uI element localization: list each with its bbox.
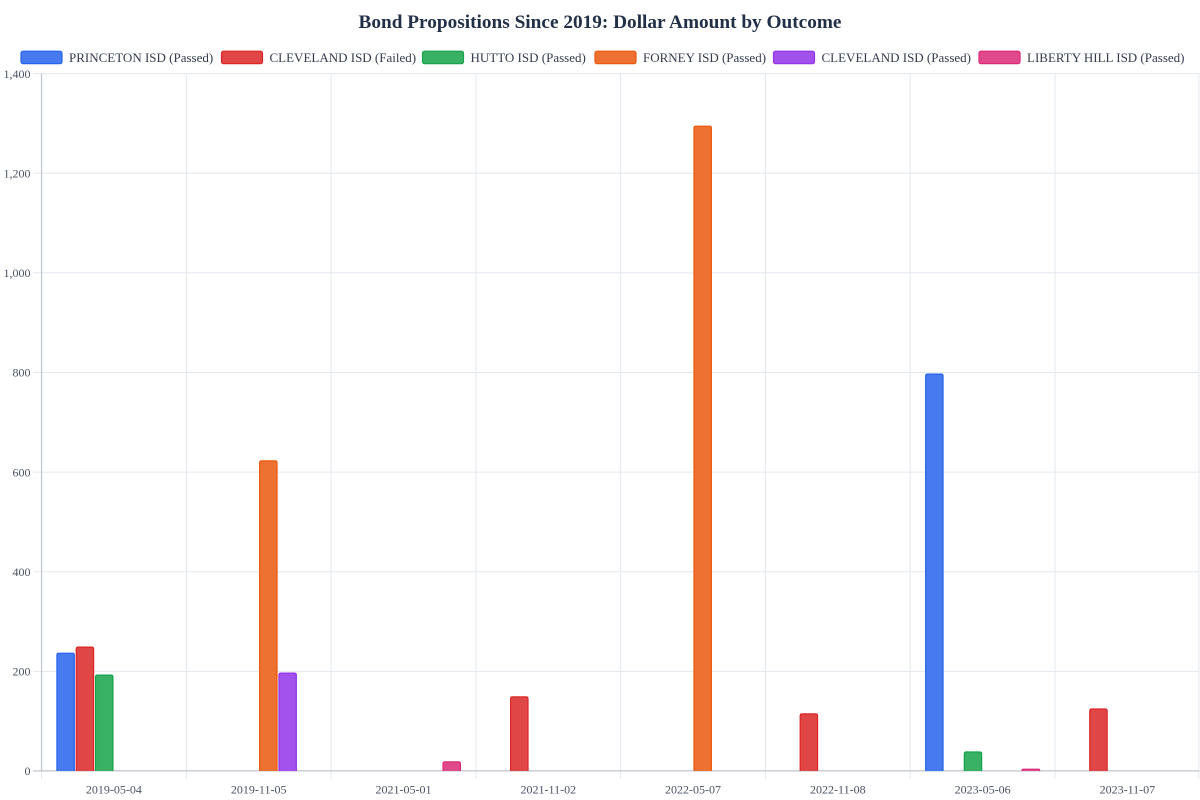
svg-text:200: 200 [13,665,31,679]
svg-text:1,400: 1,400 [4,67,31,81]
svg-text:2021-05-01: 2021-05-01 [376,783,432,797]
svg-text:HUTTO ISD (Passed): HUTTO ISD (Passed) [471,50,586,65]
svg-text:CLEVELAND ISD (Failed): CLEVELAND ISD (Failed) [270,50,417,65]
svg-text:2022-11-08: 2022-11-08 [810,783,866,797]
svg-text:600: 600 [13,465,31,479]
svg-text:2023-11-07: 2023-11-07 [1100,783,1156,797]
svg-text:400: 400 [13,565,31,579]
svg-text:2023-05-06: 2023-05-06 [955,783,1011,797]
svg-text:PRINCETON ISD (Passed): PRINCETON ISD (Passed) [69,50,213,65]
svg-text:0: 0 [25,764,31,778]
svg-text:FORNEY ISD (Passed): FORNEY ISD (Passed) [643,50,766,65]
svg-text:1,200: 1,200 [4,166,31,180]
svg-text:LIBERTY HILL ISD (Passed): LIBERTY HILL ISD (Passed) [1027,50,1184,65]
svg-text:CLEVELAND ISD (Passed): CLEVELAND ISD (Passed) [822,50,971,65]
svg-text:800: 800 [13,366,31,380]
svg-text:1,000: 1,000 [4,266,31,280]
svg-text:Bond Propositions Since 2019:: Bond Propositions Since 2019: Dollar Amo… [359,12,842,33]
svg-text:2021-11-02: 2021-11-02 [521,783,577,797]
svg-text:2019-05-04: 2019-05-04 [86,783,142,797]
svg-text:2019-11-05: 2019-11-05 [231,783,287,797]
svg-text:2022-05-07: 2022-05-07 [665,783,721,797]
